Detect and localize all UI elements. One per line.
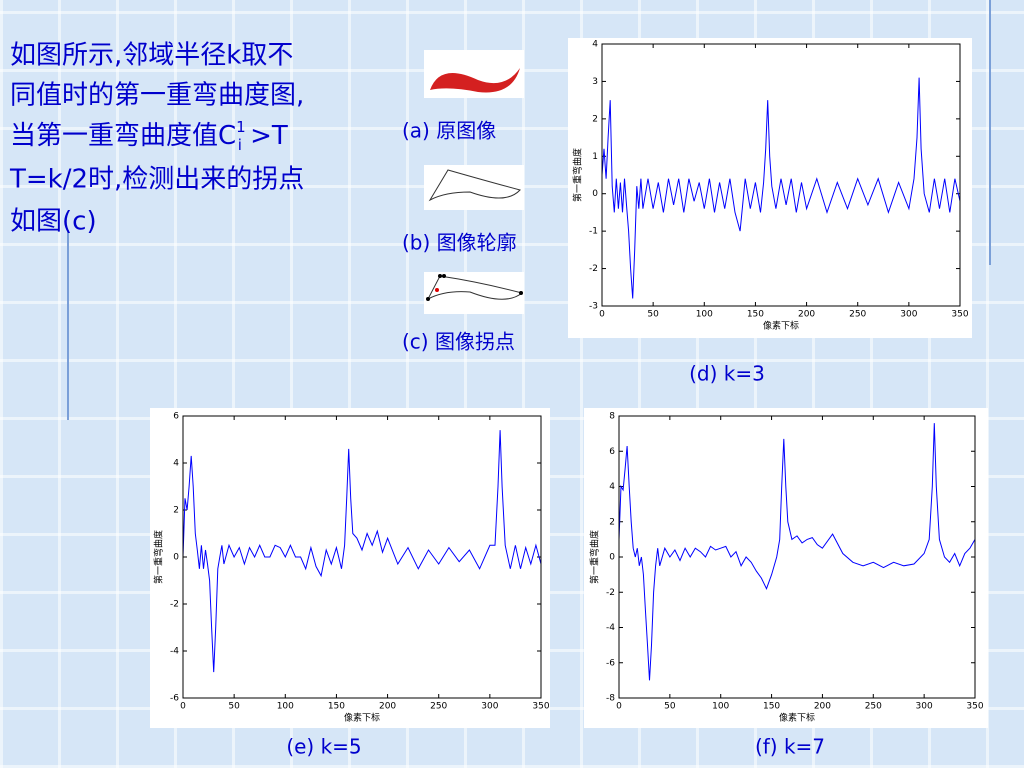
x-tick-label: 250 (430, 702, 447, 712)
corner-point (438, 274, 442, 278)
chart-background (584, 408, 988, 728)
y-tick-label: -4 (170, 647, 179, 657)
x-tick-label: 0 (599, 310, 605, 320)
text-part: >T (242, 121, 288, 151)
x-tick-label: 300 (916, 702, 933, 712)
subscript: i (238, 136, 242, 154)
y-axis-label: 第一重弯曲度 (153, 530, 165, 584)
x-tick-label: 200 (379, 702, 396, 712)
y-tick-label: 2 (173, 506, 179, 516)
x-tick-label: 300 (900, 310, 917, 320)
plot-frame (601, 43, 961, 307)
x-tick-label: 50 (228, 702, 240, 712)
y-tick-label: 6 (609, 447, 615, 457)
x-tick-label: 100 (696, 310, 713, 320)
y-tick-label: 4 (592, 40, 598, 50)
x-tick-label: 0 (180, 702, 186, 712)
y-tick-label: 8 (609, 412, 615, 422)
x-axis-label: 像素下标 (763, 320, 799, 332)
text-line: 如图(c) (10, 207, 97, 237)
y-tick-label: 2 (609, 517, 615, 527)
y-tick-label: 3 (592, 77, 598, 87)
shape (428, 169, 521, 202)
x-tick-label: 50 (647, 310, 659, 320)
y-tick-label: 4 (609, 482, 615, 492)
chart-background (568, 38, 972, 338)
image-caption: (b) 图像轮廓 (402, 231, 517, 255)
text-line: 当第一重弯曲度值C1 i >T (10, 118, 288, 154)
chart-caption: (e) k=5 (286, 735, 361, 759)
image-caption: (a) 原图像 (402, 119, 496, 143)
chart-caption: (f) k=7 (755, 735, 825, 759)
y-tick-label: 0 (592, 189, 598, 199)
x-tick-label: 350 (532, 702, 549, 712)
y-tick-label: 1 (592, 152, 598, 162)
shape (426, 275, 524, 301)
x-tick-label: 250 (849, 310, 866, 320)
text-line: 如图所示,邻域半径k取不 (10, 41, 293, 71)
data-line (618, 423, 976, 681)
image-contour (424, 165, 524, 210)
plot-frame (182, 415, 542, 699)
y-tick-label: -4 (606, 623, 615, 633)
x-tick-label: 350 (966, 702, 983, 712)
y-tick-label: 0 (609, 553, 615, 563)
corner-point (435, 288, 439, 292)
y-tick-label: -1 (589, 227, 598, 237)
x-tick-label: 100 (277, 702, 294, 712)
x-tick-label: 50 (664, 702, 676, 712)
y-tick-label: -6 (170, 694, 179, 704)
corner-point (519, 291, 523, 295)
data-line (601, 77, 961, 299)
y-tick-label: -2 (606, 588, 615, 598)
chart: 0 50 100 150 200 250 300 350 -6 -4 -2 0 2 4 6 像素下标 第一重弯曲… (150, 408, 550, 759)
x-axis-label: 像素下标 (779, 712, 815, 724)
corner-point (426, 297, 430, 301)
x-tick-label: 0 (616, 702, 622, 712)
superscript: 1 (236, 118, 246, 136)
image-caption: (c) 图像拐点 (402, 330, 515, 354)
x-tick-label: 150 (328, 702, 345, 712)
y-tick-label: 4 (173, 459, 179, 469)
x-tick-label: 250 (865, 702, 882, 712)
text-part: 当第一重弯曲度值C (10, 121, 236, 151)
x-axis-label: 像素下标 (344, 712, 380, 724)
x-tick-label: 350 (951, 310, 968, 320)
data-line (182, 430, 542, 673)
x-tick-label: 200 (814, 702, 831, 712)
y-tick-label: -2 (170, 600, 179, 610)
y-tick-label: 6 (173, 412, 179, 422)
y-tick-label: -2 (589, 264, 598, 274)
x-tick-label: 150 (763, 702, 780, 712)
text-line: 同值时的第一重弯曲度图, (10, 81, 304, 111)
y-tick-label: 0 (173, 553, 179, 563)
x-tick-label: 300 (481, 702, 498, 712)
y-axis-label: 第一重弯曲度 (589, 530, 601, 584)
corner-point (442, 274, 446, 278)
chart-background (150, 408, 550, 728)
plot-frame (618, 415, 976, 699)
y-tick-label: -8 (606, 694, 615, 704)
x-tick-label: 150 (747, 310, 764, 320)
shape (430, 68, 520, 93)
y-axis-label: 第一重弯曲度 (572, 148, 584, 202)
y-tick-label: -6 (606, 658, 615, 668)
y-tick-label: -3 (589, 302, 598, 312)
chart: 0 50 100 150 200 250 300 350 -8 -6 -4 -2 0 2 4 6 8 像素下标 第一… (584, 408, 988, 759)
chart: 0 50 100 150 200 250 300 350 -3 -2 -1 0 1 2 3 4 像素下标 第一重弯… (568, 38, 972, 386)
x-tick-label: 100 (712, 702, 729, 712)
text-line: T=k/2时,检测出来的拐点 (9, 165, 304, 195)
x-tick-label: 200 (798, 310, 815, 320)
chart-caption: (d) k=3 (689, 362, 765, 386)
y-tick-label: 2 (592, 114, 598, 124)
